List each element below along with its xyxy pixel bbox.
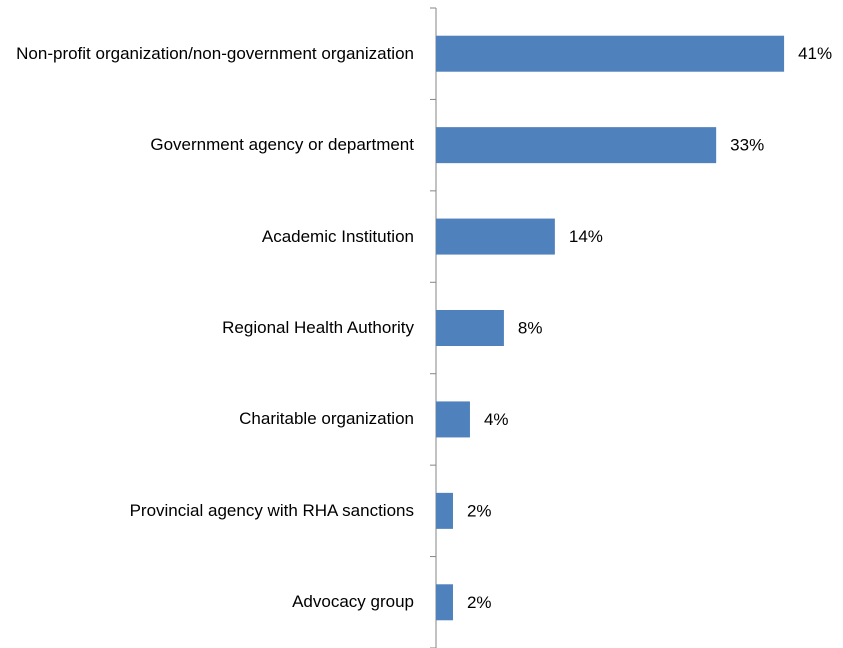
value-label: 2% — [467, 501, 492, 520]
category-label-box: Advocacy group — [292, 562, 414, 642]
category-label-box: Provincial agency with RHA sanctions — [130, 471, 414, 551]
value-label: 8% — [518, 318, 543, 337]
category-label-box: Non-profit organization/non-government o… — [16, 14, 414, 94]
category-label: Charitable organization — [239, 409, 414, 429]
bar — [436, 127, 717, 164]
value-label: 14% — [569, 227, 603, 246]
bar — [436, 218, 555, 255]
category-label-box: Charitable organization — [239, 379, 414, 459]
value-label: 33% — [730, 136, 764, 155]
value-label: 2% — [467, 593, 492, 612]
category-label: Advocacy group — [292, 592, 414, 612]
bar — [436, 310, 504, 346]
category-label: Provincial agency with RHA sanctions — [129, 500, 414, 520]
category-label-box: Regional Health Authority — [222, 288, 414, 368]
bar — [436, 35, 785, 72]
category-label-box: Academic Institution — [262, 197, 414, 277]
category-label: Regional Health Authority — [222, 317, 414, 337]
category-label: Non-profit organization/non-government o… — [16, 43, 414, 63]
category-label: Government agency or department — [150, 135, 414, 155]
value-label: 4% — [484, 410, 509, 429]
category-label: Academic Institution — [261, 226, 414, 246]
bar — [436, 584, 453, 621]
bar — [436, 401, 470, 438]
value-label: 41% — [798, 44, 832, 63]
category-label-box: Government agency or department — [150, 105, 414, 185]
bar — [436, 492, 453, 529]
